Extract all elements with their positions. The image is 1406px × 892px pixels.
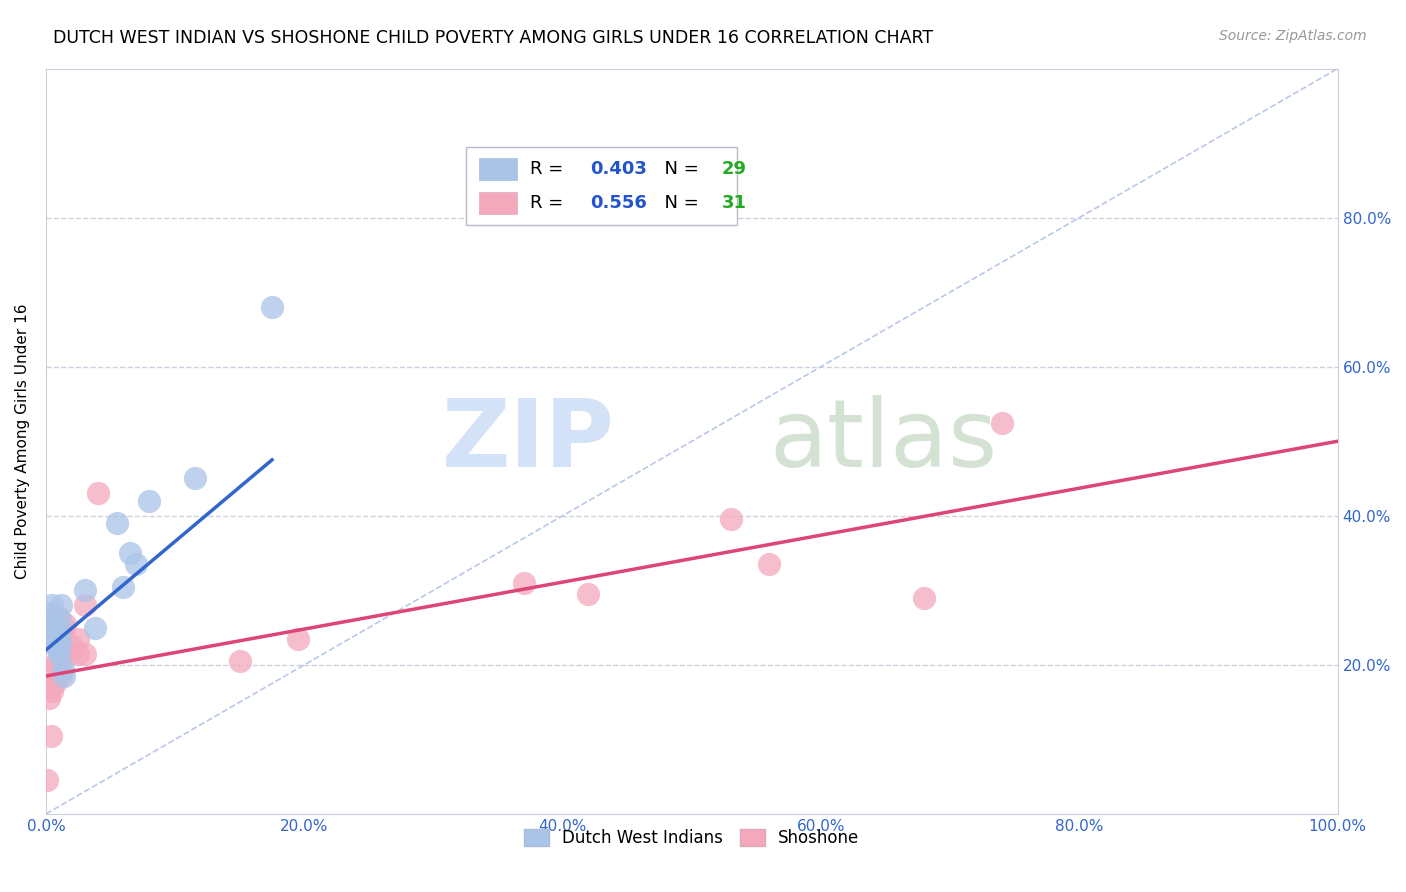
Dutch West Indians	[73, 583, 96, 598]
Shoshone	[39, 729, 62, 743]
Shoshone	[228, 654, 250, 668]
Dutch West Indians	[51, 598, 73, 612]
Text: 31: 31	[721, 194, 747, 211]
Text: R =: R =	[530, 194, 569, 211]
FancyBboxPatch shape	[478, 192, 517, 214]
Shoshone	[52, 647, 75, 661]
Shoshone	[53, 621, 76, 635]
Text: 0.403: 0.403	[589, 161, 647, 178]
Text: N =: N =	[652, 194, 704, 211]
Dutch West Indians	[38, 616, 60, 631]
Shoshone	[44, 676, 66, 690]
Shoshone	[73, 647, 96, 661]
Dutch West Indians	[46, 628, 69, 642]
Shoshone	[48, 639, 70, 653]
Dutch West Indians	[53, 669, 76, 683]
Shoshone	[912, 591, 935, 605]
Text: Source: ZipAtlas.com: Source: ZipAtlas.com	[1219, 29, 1367, 43]
Dutch West Indians	[45, 639, 67, 653]
Shoshone	[60, 639, 83, 653]
Dutch West Indians	[48, 647, 70, 661]
Shoshone	[58, 647, 80, 661]
Shoshone	[38, 680, 60, 694]
Dutch West Indians	[260, 300, 283, 314]
Text: DUTCH WEST INDIAN VS SHOSHONE CHILD POVERTY AMONG GIRLS UNDER 16 CORRELATION CHA: DUTCH WEST INDIAN VS SHOSHONE CHILD POVE…	[53, 29, 934, 46]
Dutch West Indians	[44, 635, 66, 649]
Dutch West Indians	[44, 621, 66, 635]
Dutch West Indians	[42, 616, 65, 631]
Legend: Dutch West Indians, Shoshone: Dutch West Indians, Shoshone	[517, 822, 866, 854]
Dutch West Indians	[84, 621, 107, 635]
Shoshone	[513, 575, 536, 590]
Y-axis label: Child Poverty Among Girls Under 16: Child Poverty Among Girls Under 16	[15, 303, 30, 579]
Shoshone	[41, 684, 63, 698]
Dutch West Indians	[138, 493, 160, 508]
Text: ZIP: ZIP	[441, 395, 614, 487]
Shoshone	[42, 657, 65, 672]
Dutch West Indians	[183, 471, 205, 485]
Dutch West Indians	[118, 546, 141, 560]
Dutch West Indians	[41, 613, 63, 627]
Text: atlas: atlas	[769, 395, 997, 487]
Text: 0.556: 0.556	[589, 194, 647, 211]
Shoshone	[86, 486, 108, 500]
Dutch West Indians	[49, 635, 72, 649]
Shoshone	[67, 647, 90, 661]
Shoshone	[73, 598, 96, 612]
Shoshone	[53, 616, 76, 631]
Shoshone	[287, 632, 309, 646]
Text: N =: N =	[652, 161, 704, 178]
Shoshone	[37, 773, 59, 788]
Dutch West Indians	[49, 613, 72, 627]
Dutch West Indians	[38, 606, 60, 620]
Dutch West Indians	[39, 624, 62, 639]
FancyBboxPatch shape	[478, 158, 517, 180]
Shoshone	[45, 632, 67, 646]
Shoshone	[51, 669, 73, 683]
Dutch West Indians	[112, 580, 135, 594]
FancyBboxPatch shape	[465, 147, 737, 225]
Shoshone	[991, 416, 1014, 430]
Text: 29: 29	[721, 161, 747, 178]
Shoshone	[46, 609, 69, 624]
Shoshone	[38, 691, 60, 706]
Dutch West Indians	[41, 598, 63, 612]
Dutch West Indians	[125, 558, 148, 572]
Dutch West Indians	[45, 632, 67, 646]
Dutch West Indians	[52, 662, 75, 676]
Text: R =: R =	[530, 161, 569, 178]
Dutch West Indians	[105, 516, 128, 531]
Shoshone	[41, 662, 63, 676]
Shoshone	[49, 635, 72, 649]
Dutch West Indians	[48, 624, 70, 639]
Shoshone	[578, 587, 600, 601]
Shoshone	[758, 558, 780, 572]
Dutch West Indians	[48, 635, 70, 649]
Shoshone	[67, 632, 90, 646]
Dutch West Indians	[46, 643, 69, 657]
Shoshone	[720, 512, 742, 526]
